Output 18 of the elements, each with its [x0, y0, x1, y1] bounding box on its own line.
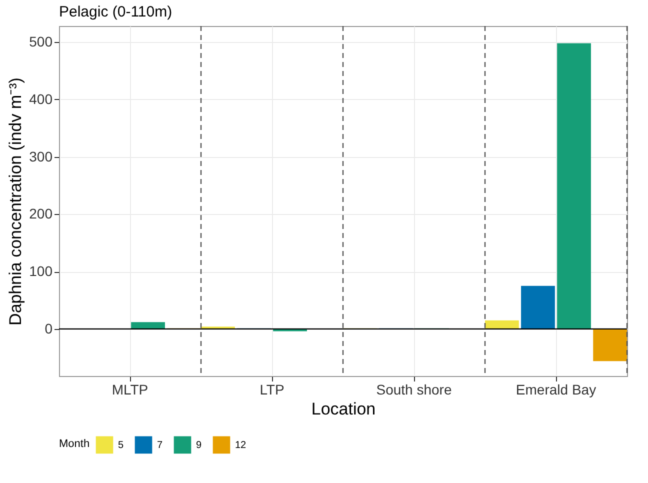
y-axis-title: Daphnia concentration (indv m⁻³) — [6, 78, 26, 326]
legend-label: 5 — [118, 440, 124, 451]
legend-title: Month — [59, 438, 90, 450]
x-axis-title: Location — [311, 400, 376, 418]
x-tick-label: South shore — [376, 382, 452, 398]
chart-title: Pelagic (0-110m) — [59, 3, 172, 20]
y-tick-label: 200 — [29, 206, 53, 222]
y-tick-label: 500 — [29, 34, 53, 50]
x-tick-label: LTP — [260, 382, 284, 398]
x-tick-label: MLTP — [112, 382, 148, 398]
x-tick-label: Emerald Bay — [516, 382, 596, 398]
legend-label: 9 — [196, 440, 202, 451]
y-tick-label: 100 — [29, 263, 53, 280]
y-tick-label: 0 — [44, 320, 53, 336]
y-tick-label: 400 — [29, 90, 53, 107]
legend-label: 7 — [157, 440, 163, 451]
legend-label: 12 — [235, 440, 247, 451]
y-tick-label: 300 — [29, 148, 53, 164]
